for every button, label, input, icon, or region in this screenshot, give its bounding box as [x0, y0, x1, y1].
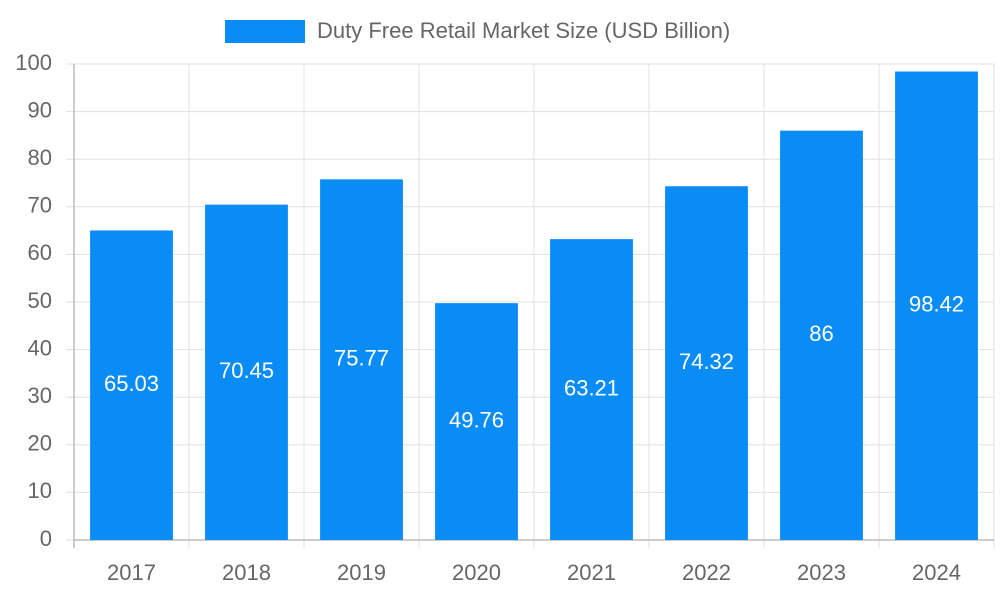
y-tick-label: 90 [28, 97, 52, 122]
x-tick-label: 2023 [797, 560, 846, 585]
legend-swatch [225, 20, 305, 43]
x-tick-label: 2020 [452, 560, 501, 585]
y-tick-label: 50 [28, 288, 52, 313]
y-tick-label: 20 [28, 431, 52, 456]
y-tick-label: 70 [28, 193, 52, 218]
y-tick-label: 40 [28, 335, 52, 360]
legend-label: Duty Free Retail Market Size (USD Billio… [317, 18, 730, 43]
value-label: 70.45 [219, 358, 274, 383]
value-label: 86 [809, 321, 833, 346]
y-tick-label: 80 [28, 145, 52, 170]
y-tick-label: 60 [28, 240, 52, 265]
bar [320, 179, 403, 541]
value-label: 75.77 [334, 345, 389, 370]
x-tick-label: 2022 [682, 560, 731, 585]
bar [435, 303, 518, 540]
value-label: 49.76 [449, 407, 504, 432]
value-label: 74.32 [679, 349, 734, 374]
x-tick-label: 2019 [337, 560, 386, 585]
bar [665, 186, 748, 540]
value-label: 98.42 [909, 292, 964, 317]
bar [780, 130, 863, 540]
y-tick-label: 30 [28, 383, 52, 408]
bar [550, 239, 633, 540]
x-tick-label: 2017 [107, 560, 156, 585]
x-tick-label: 2021 [567, 560, 616, 585]
y-tick-label: 100 [15, 50, 52, 75]
x-tick-label: 2024 [912, 560, 961, 585]
value-label: 65.03 [104, 371, 159, 396]
bar [895, 71, 978, 540]
bar [90, 230, 173, 540]
value-label: 63.21 [564, 375, 619, 400]
bar [205, 204, 288, 540]
y-tick-label: 10 [28, 478, 52, 503]
y-tick-label: 0 [40, 526, 52, 551]
x-tick-label: 2018 [222, 560, 271, 585]
